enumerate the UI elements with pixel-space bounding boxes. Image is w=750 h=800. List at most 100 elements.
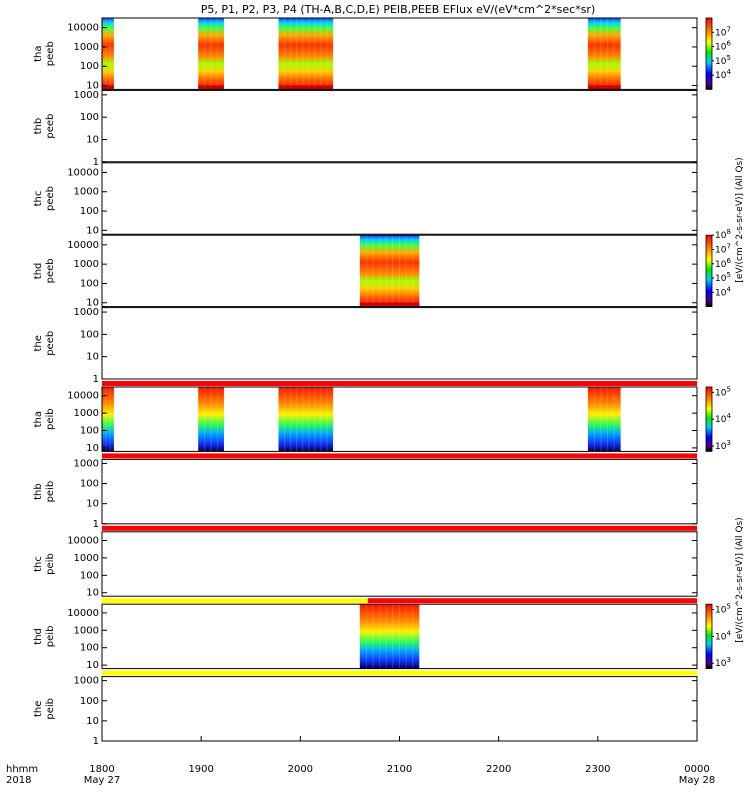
figure-title: P5, P1, P2, P3, P4 (TH-A,B,C,D,E) PEIB,P… xyxy=(201,3,596,16)
panel-frame xyxy=(101,89,698,163)
y-tick-label: 1000 xyxy=(74,307,99,318)
panel-thb-peeb: 1 10 100 1000 thb peeb xyxy=(33,89,698,168)
y-axis-label-species: peeb xyxy=(45,41,56,66)
data-interval xyxy=(198,387,224,452)
y-tick-label: 100 xyxy=(80,426,99,437)
y-tick-label: 10000 xyxy=(67,240,99,251)
y-axis-label-probe: thc xyxy=(33,556,44,572)
colorbar-tick-label: 107 xyxy=(715,25,731,38)
y-tick-label: 100 xyxy=(80,61,99,72)
y-tick-label: 1000 xyxy=(74,408,99,419)
panel-frame xyxy=(101,162,698,235)
panel-thb-peib: 1 10 100 1000 thb peib xyxy=(33,453,698,530)
colorbar xyxy=(705,17,713,90)
y-tick-label: 10 xyxy=(86,225,99,236)
x-axis-label-year: 2018 xyxy=(6,775,31,786)
panel-thc-peeb: 10 100 1000 10000 thc peeb xyxy=(33,162,698,236)
y-tick-label: 10 xyxy=(86,298,99,309)
y-tick-label: 1000 xyxy=(74,259,99,270)
y-axis-label: thb peib xyxy=(33,481,56,503)
y-tick-label: 1000 xyxy=(74,42,99,53)
panel-frame xyxy=(101,603,698,670)
y-axis-label-probe: the xyxy=(33,335,44,351)
colorbar-tick-label: 103 xyxy=(715,656,731,669)
y-axis-label: the peib xyxy=(33,698,56,720)
y-tick-label: 10 xyxy=(86,660,99,671)
y-axis-label-probe: the xyxy=(33,701,44,717)
y-axis-label-probe: thb xyxy=(33,483,44,500)
y-tick-label: 1000 xyxy=(74,458,99,469)
panel-frame xyxy=(101,386,698,452)
data-low-energy-band xyxy=(359,302,420,307)
x-tick-label: 2100 xyxy=(387,764,412,775)
y-tick-label: 100 xyxy=(80,643,99,654)
data-interval xyxy=(359,604,420,669)
status-bar-segment-yellow xyxy=(102,598,368,604)
colorbar xyxy=(705,234,713,307)
y-tick-label: 10000 xyxy=(67,536,99,547)
colorbar-tick-label: 105 xyxy=(715,271,731,284)
panel-frame xyxy=(101,676,698,742)
y-tick-label: 10 xyxy=(86,81,99,92)
x-tick-date-label: May 28 xyxy=(679,775,716,786)
y-tick-label: 1 xyxy=(93,374,99,385)
y-axis-label-species: peeb xyxy=(45,331,56,356)
data-interval xyxy=(102,18,114,90)
colorbar-tick-label: 104 xyxy=(715,629,731,642)
status-bar-segment-red xyxy=(367,598,697,604)
y-axis-label: thd peeb xyxy=(33,258,56,283)
y-tick-label: 1000 xyxy=(74,90,99,101)
y-axis-label: the peeb xyxy=(33,331,56,356)
data-interval xyxy=(198,18,224,90)
status-bar-segment-yellow xyxy=(102,670,697,676)
colorbar-tick-label: 106 xyxy=(715,257,731,270)
data-low-energy-band xyxy=(278,85,334,90)
y-axis-label-probe: tha xyxy=(33,46,44,62)
colorbar-tick-label: 103 xyxy=(715,439,731,452)
panel-thc-peib: 10 100 1000 10000 thc peib xyxy=(33,525,698,599)
y-axis-label-species: peeb xyxy=(45,258,56,283)
x-tick-date-label: May 27 xyxy=(84,775,121,786)
y-tick-label: 100 xyxy=(80,112,99,123)
y-tick-label: 1000 xyxy=(74,187,99,198)
y-axis-label-species: peeb xyxy=(45,114,56,139)
x-tick-label: 1800 xyxy=(89,764,114,775)
status-bar-segment-red xyxy=(102,381,697,386)
y-axis-label-probe: thc xyxy=(33,191,44,207)
y-axis-label-probe: thb xyxy=(33,118,44,135)
colorbar-tick-label: 107 xyxy=(715,242,731,255)
y-axis-label: thc peib xyxy=(33,553,56,575)
y-tick-label: 1000 xyxy=(74,625,99,636)
y-tick-label: 100 xyxy=(80,206,99,217)
data-low-energy-band xyxy=(198,85,224,90)
y-axis-label-species: peib xyxy=(45,408,56,430)
data-interval xyxy=(587,18,621,90)
x-tick-label: 2000 xyxy=(288,764,313,775)
x-tick-label: 2300 xyxy=(585,764,610,775)
colorbar-tick-label: 104 xyxy=(715,68,731,81)
data-interval xyxy=(278,387,334,452)
y-axis-label-probe: thd xyxy=(33,263,44,280)
y-axis-label: thd peib xyxy=(33,626,56,648)
panel-thd-peib: 10 100 1000 10000 thd peib 103 104 105 xyxy=(33,598,731,671)
panel-frame xyxy=(101,17,698,90)
y-axis-label: tha peeb xyxy=(33,41,56,66)
panel-the-peib: 1 10 100 1000 the peib xyxy=(33,670,698,747)
colorbar-unit-electrons-label: [eV/(cm^2-s-sr-eV)] (All Qs) xyxy=(735,157,745,282)
y-axis-label-species: peib xyxy=(45,626,56,648)
panel-tha-peib: 10 100 1000 10000 tha peib 103 104 105 xyxy=(33,381,731,454)
x-tick-label: 0000 xyxy=(684,764,709,775)
colorbar-tick-label: 108 xyxy=(715,228,731,241)
colorbar-tick-label: 104 xyxy=(715,412,731,425)
panel-the-peeb: 1 10 100 1000 the peeb xyxy=(33,307,698,385)
y-tick-label: 10 xyxy=(86,499,99,510)
colorbar-tick-label: 105 xyxy=(715,385,731,398)
colorbar xyxy=(705,386,713,452)
status-bar-segment-red xyxy=(102,525,697,531)
x-axis-label-hhmm: hhmm xyxy=(6,764,38,775)
y-tick-label: 1 xyxy=(93,519,99,530)
y-tick-label: 10000 xyxy=(67,23,99,34)
y-axis-label-species: peib xyxy=(45,698,56,720)
y-axis-label: tha peib xyxy=(33,408,56,430)
